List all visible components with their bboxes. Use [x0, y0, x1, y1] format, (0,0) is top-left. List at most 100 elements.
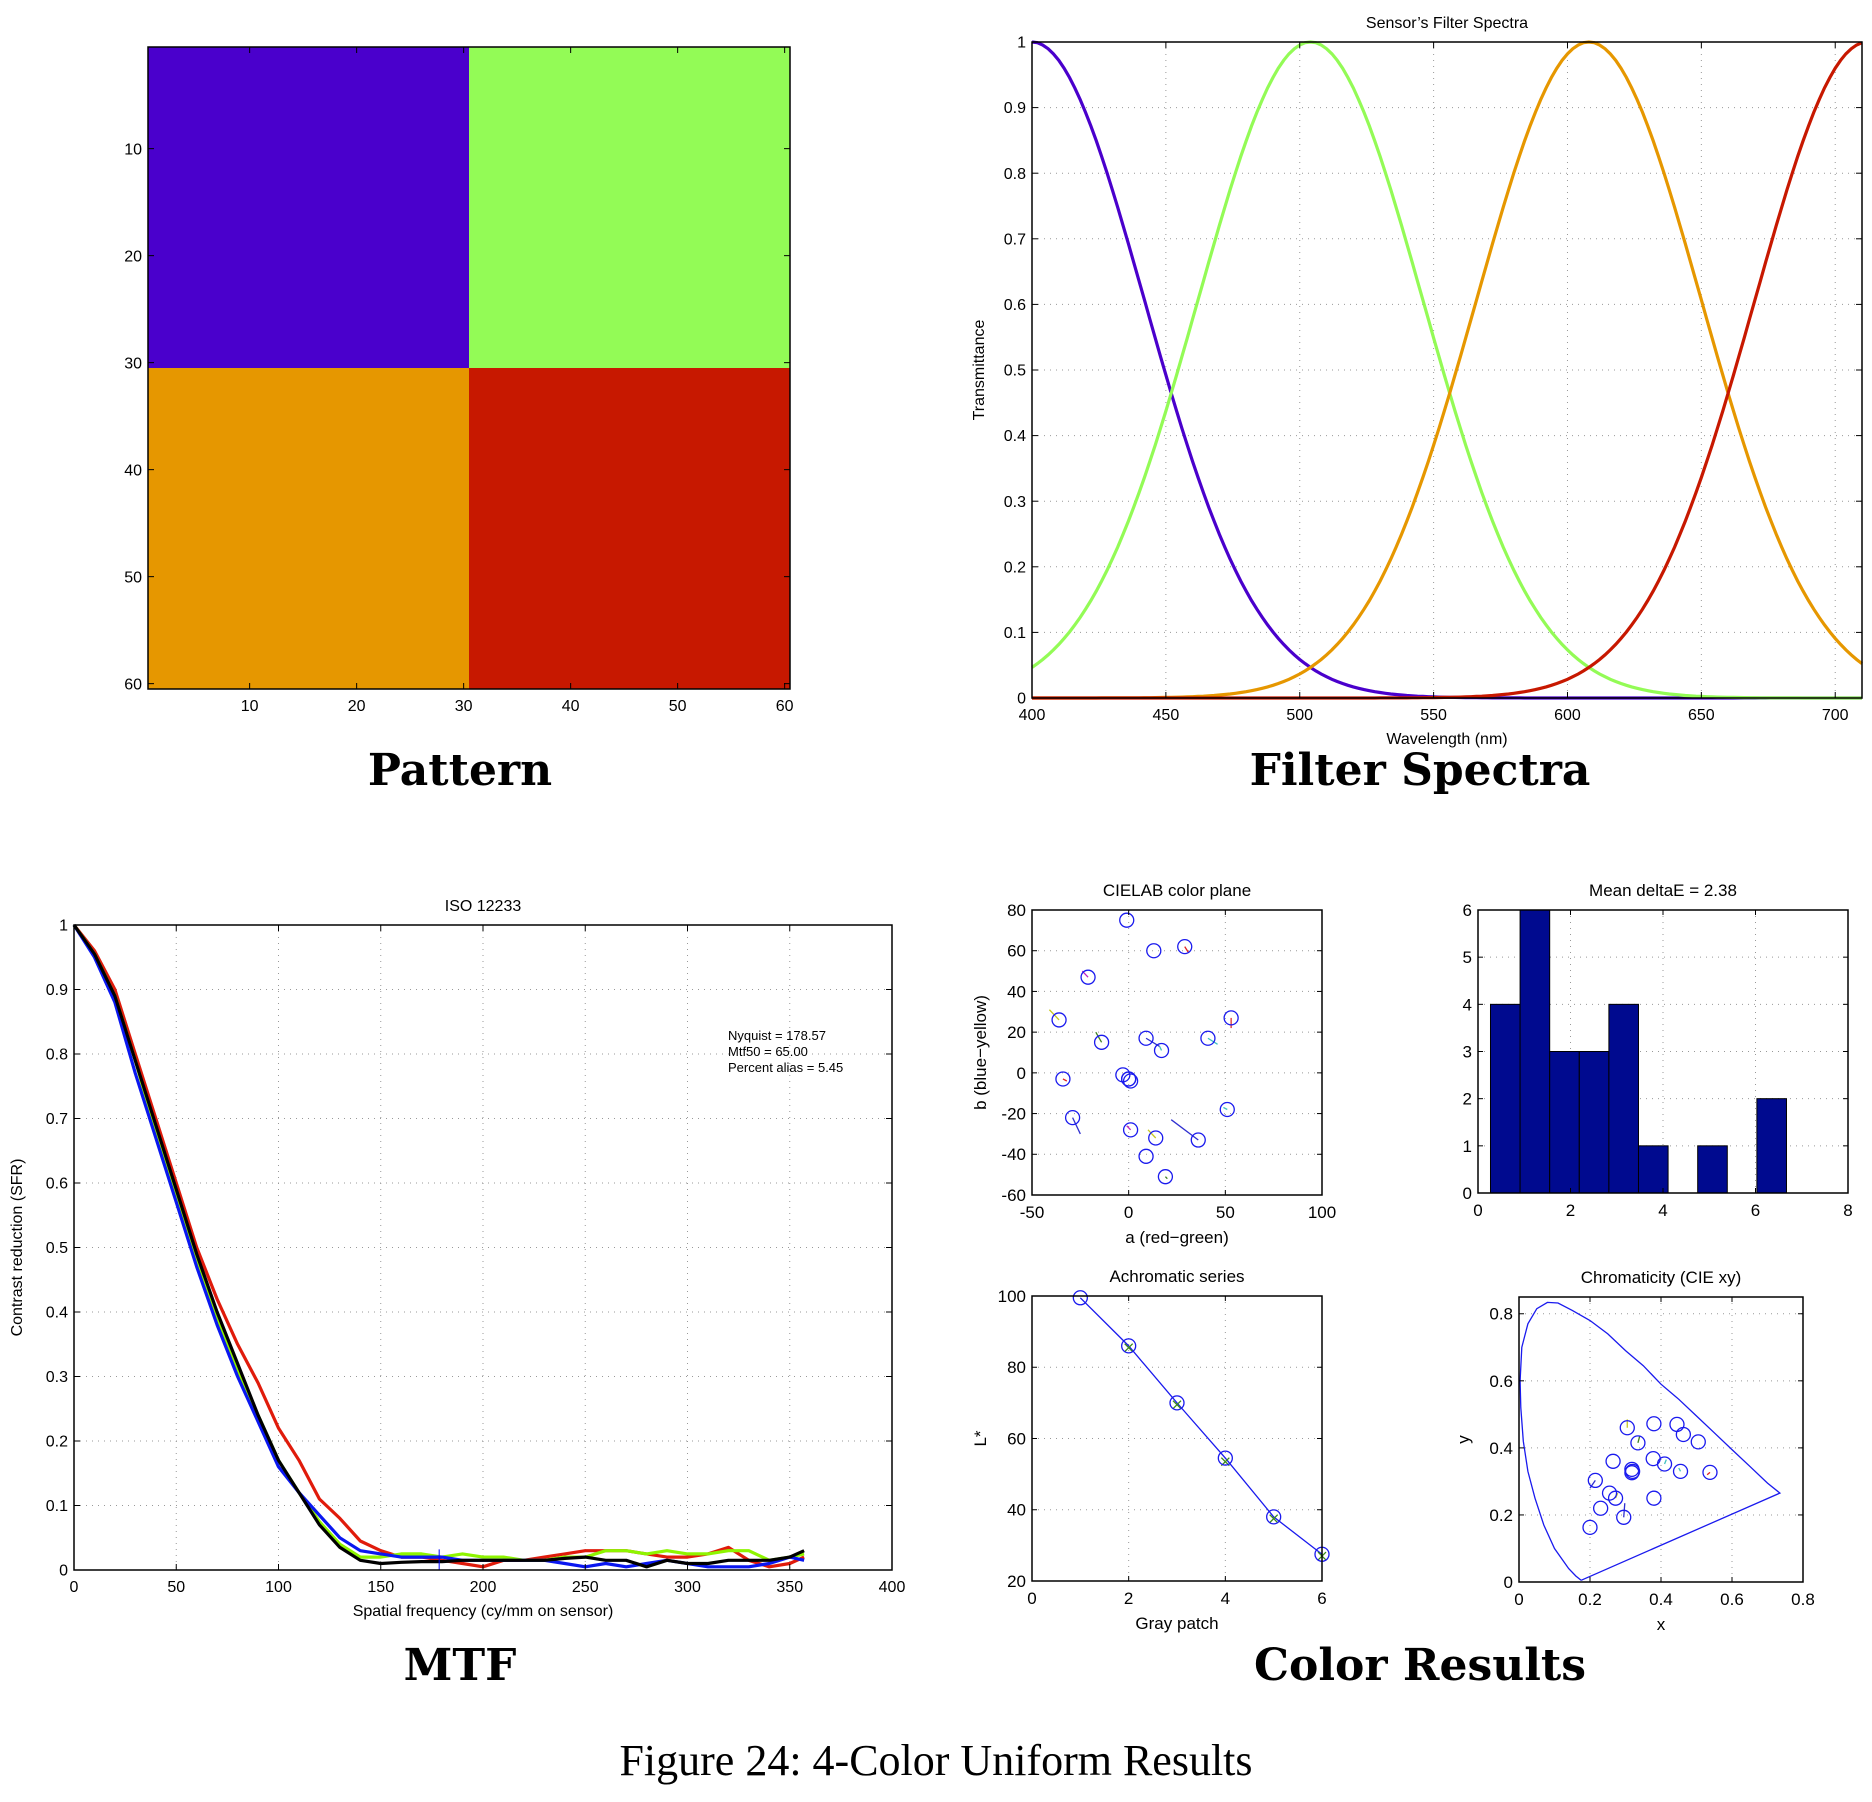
y-tick-label: 1 — [59, 918, 68, 935]
error-line — [1072, 1117, 1081, 1135]
grid — [1032, 42, 1862, 698]
error-line — [1207, 1037, 1218, 1045]
y-axis-label: Transmittance — [971, 320, 988, 421]
y-tick-label: 0.3 — [1004, 494, 1026, 511]
measured-marker — [1169, 1395, 1185, 1411]
y-tick-label: -20 — [1001, 1105, 1026, 1124]
data-point — [1601, 1485, 1618, 1501]
y-tick-label: 0.6 — [46, 1176, 68, 1193]
plot-area — [1519, 1297, 1803, 1582]
y-tick-label: 0.4 — [1004, 428, 1026, 445]
error-line — [1062, 1078, 1068, 1082]
y-tick-label: 0.9 — [46, 982, 68, 999]
y-tick-label: 0.8 — [46, 1047, 68, 1064]
y-tick-label: 0.9 — [1004, 100, 1026, 117]
plot-content — [148, 47, 790, 689]
data-point — [1190, 1132, 1206, 1148]
x-tick-label: 8 — [1843, 1201, 1852, 1220]
y-tick-label: 0.7 — [1004, 231, 1026, 248]
y-tick-label: 80 — [1007, 1358, 1026, 1377]
y-tick-label: 5 — [1463, 948, 1472, 967]
y-tick-label: 0.6 — [1004, 297, 1026, 314]
x-tick-label: 0 — [70, 1579, 79, 1596]
measured-marker — [1121, 1338, 1137, 1354]
chart-title: ISO 12233 — [445, 898, 522, 915]
plot-content — [1519, 1301, 1782, 1581]
x-tick-label: 500 — [1286, 707, 1313, 724]
reference-marker — [1172, 1400, 1182, 1410]
annotation-2: Percent alias = 5.45 — [728, 1060, 843, 1075]
x-tick-label: 0 — [1473, 1201, 1482, 1220]
y-axis-label: y — [1454, 1435, 1473, 1444]
data-point — [1656, 1456, 1673, 1472]
plot-content — [1048, 912, 1239, 1185]
x-tick-label: 100 — [1308, 1203, 1336, 1222]
x-tick-label: 50 — [669, 698, 687, 715]
x-axis-label: x — [1657, 1615, 1666, 1634]
chart-title: CIELAB color plane — [1103, 881, 1251, 900]
y-tick-label: 40 — [1007, 982, 1026, 1001]
error-line — [1663, 1459, 1667, 1465]
chart-delta_e_hist: 0 2 4 6 8 0 1 2 3 4 5 6 Mean deltaE = 2.38 — [1463, 881, 1853, 1220]
y-tick-label: 0 — [1017, 691, 1026, 708]
chart-title: Sensor’s Filter Spectra — [1366, 15, 1528, 32]
data-point — [1646, 1416, 1662, 1432]
measured-marker — [1072, 1290, 1088, 1306]
data-point — [1138, 1148, 1154, 1164]
data-point — [1593, 1500, 1609, 1516]
data-point — [1064, 1109, 1081, 1126]
y-tick-label: 0.8 — [1004, 166, 1026, 183]
x-tick-label: 700 — [1822, 707, 1849, 724]
x-tick-label: 350 — [776, 1579, 803, 1596]
error-line — [1164, 1176, 1168, 1180]
measured-marker — [1266, 1509, 1282, 1525]
chart-cielab: -50 0 50 100 -60 -40 -20 0 20 40 60 80 CIELAB color … — [971, 881, 1336, 1247]
histogram-bar — [1489, 1003, 1521, 1194]
y-tick-label: 60 — [124, 676, 142, 693]
quadrant-bottom-left — [148, 368, 469, 689]
x-tick-label: 300 — [674, 1579, 701, 1596]
x-axis-label: a (red−green) — [1125, 1228, 1228, 1247]
x-tick-label: 20 — [348, 698, 366, 715]
y-tick-label: 0.2 — [1489, 1506, 1513, 1525]
x-tick-label: 60 — [776, 698, 794, 715]
data-point — [1630, 1435, 1646, 1451]
data-point — [1587, 1472, 1603, 1489]
reference-marker — [1269, 1514, 1279, 1524]
x-tick-label: 50 — [1216, 1203, 1235, 1222]
caption-mtf: MTF — [403, 1640, 517, 1691]
data-point — [1675, 1426, 1692, 1443]
data-point — [1119, 912, 1135, 928]
y-tick-label: 20 — [124, 248, 142, 265]
x-tick-label: 550 — [1420, 707, 1447, 724]
error-line — [1589, 1480, 1596, 1489]
chart-filter_spectra: 400 450 500 550 600 650 700 0 0.1 0.2 0.3 0.4 0.5 0.6… — [971, 15, 1863, 748]
histogram-bar — [1697, 1145, 1728, 1194]
x-tick-label: 650 — [1688, 707, 1715, 724]
reference-marker — [1124, 1343, 1134, 1353]
error-line — [1095, 1031, 1103, 1043]
data-point — [1582, 1519, 1598, 1535]
caption-pattern: Pattern — [367, 745, 553, 796]
y-tick-label: 20 — [1007, 1023, 1026, 1042]
data-point — [1121, 1071, 1137, 1087]
data-point — [1153, 1042, 1170, 1059]
axes-frame: 0 0.2 0.4 0.6 0.8 0 0.2 0.4 0.6 0.8 Chromaticity (… — [1454, 1268, 1815, 1634]
caption-filter-spectra: Filter Spectra — [1249, 745, 1591, 796]
series-line-measured — [1079, 1297, 1323, 1555]
error-line — [1147, 1129, 1157, 1139]
axes-frame: 0 2 4 6 20 40 60 80 100 Achromatic series Gray pat… — [971, 1267, 1327, 1633]
chart-title: Chromaticity (CIE xy) — [1581, 1268, 1742, 1287]
data-point — [1624, 1465, 1640, 1481]
error-line — [1159, 1046, 1163, 1051]
error-line — [1637, 1435, 1641, 1444]
data-point — [1051, 1012, 1067, 1028]
histogram-bar — [1637, 1145, 1669, 1194]
histogram-bar — [1549, 1051, 1580, 1194]
data-point — [1219, 1101, 1235, 1118]
y-tick-label: 0.2 — [46, 1434, 68, 1451]
y-tick-label: 0.4 — [1489, 1439, 1513, 1458]
axes-frame: -50 0 50 100 -60 -40 -20 0 20 40 60 80 CIELAB color … — [971, 881, 1336, 1247]
y-tick-label: 0.5 — [1004, 363, 1026, 380]
